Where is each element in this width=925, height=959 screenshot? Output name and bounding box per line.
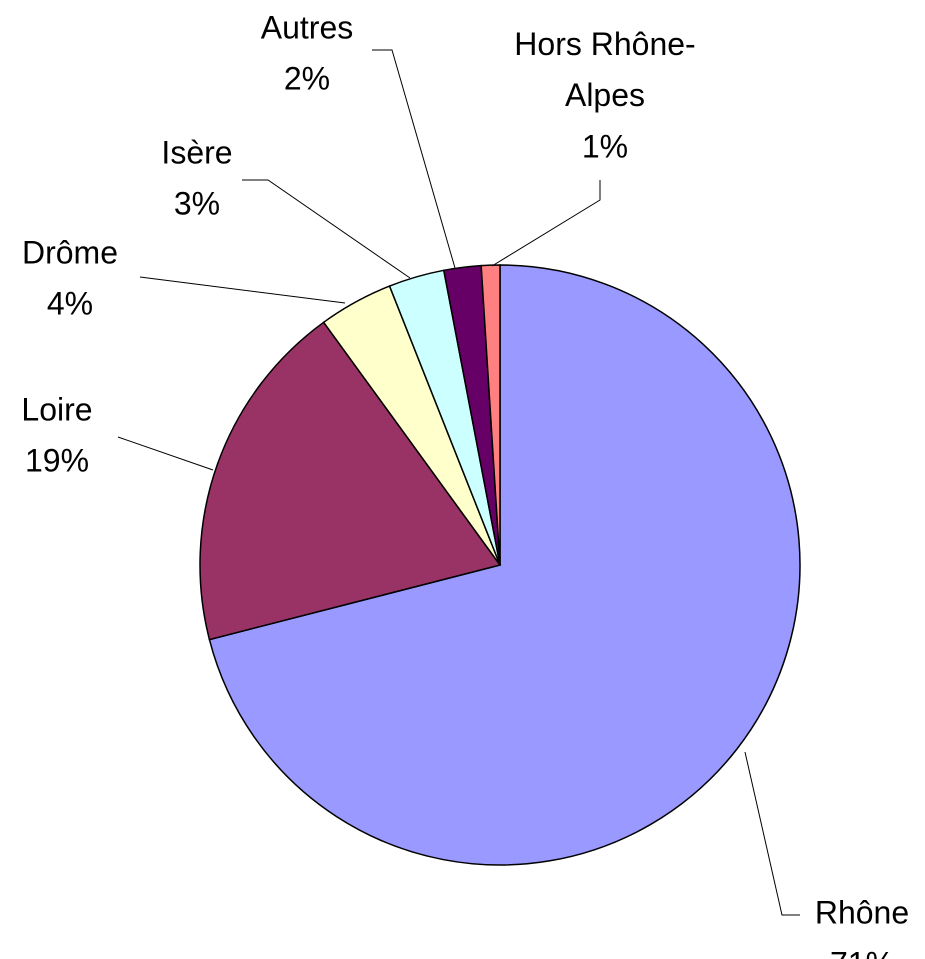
leader-line <box>372 49 456 269</box>
slice-value-label: 19% <box>25 442 89 478</box>
slice-label: Loire <box>21 391 92 427</box>
slice-value-label: 3% <box>174 185 220 221</box>
pie-slice <box>208 264 801 866</box>
slice-label: Drôme <box>22 234 118 270</box>
leader-line <box>117 436 214 471</box>
leader-line <box>139 276 346 304</box>
slice-label: Hors Rhône-Alpes <box>514 26 695 113</box>
slice-label: Isère <box>161 134 232 170</box>
pie-slice <box>480 264 501 566</box>
leader-line <box>491 180 601 267</box>
slice-label: Rhône <box>815 894 909 930</box>
slice-value-label: 4% <box>47 285 93 321</box>
leader-line <box>242 179 411 279</box>
leader-line <box>744 751 800 916</box>
slice-value-label: 71% <box>830 945 894 959</box>
slice-value-label: 2% <box>284 60 330 96</box>
slice-label: Autres <box>261 9 353 45</box>
pie-slice <box>199 321 502 641</box>
slice-value-label: 1% <box>582 128 628 164</box>
